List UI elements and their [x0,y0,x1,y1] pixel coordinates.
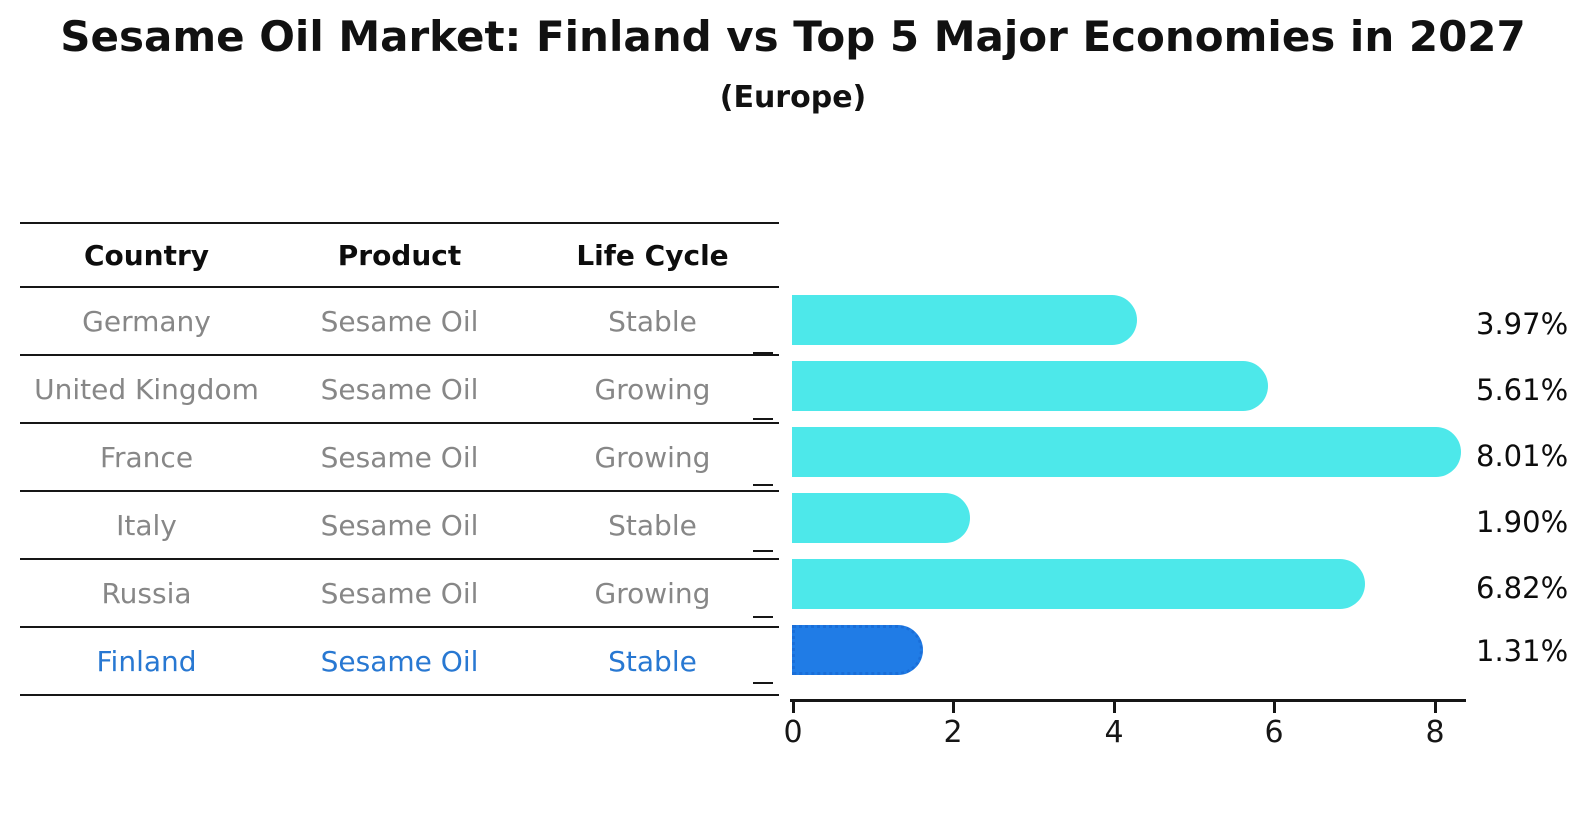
cell-life-cycle: Growing [594,576,711,610]
x-tick-label: 6 [1264,715,1284,750]
column-header-life-cycle: Life Cycle [576,238,729,272]
cell-country: Finland [96,644,197,678]
cell-product: Sesame Oil [320,508,479,542]
x-tick-label: 8 [1425,715,1445,750]
cell-product: Sesame Oil [320,644,479,678]
table-row-france: France Sesame Oil Growing [20,424,779,492]
chart-title: Sesame Oil Market: Finland vs Top 5 Majo… [60,12,1526,61]
bar-germany [792,295,1137,345]
cell-life-cycle: Growing [594,372,711,406]
x-axis-tick [1273,702,1276,713]
cell-country: Italy [116,508,177,542]
cell-life-cycle: Stable [608,304,697,338]
x-tick-label: 4 [1104,715,1124,750]
chart-subtitle: (Europe) [719,80,867,115]
bar-russia [792,559,1365,609]
x-axis-tick [1434,702,1437,713]
country-table: Country Product Life Cycle Germany Sesam… [20,222,779,696]
table-row-finland: Finland Sesame Oil Stable [20,628,779,696]
cell-country: Germany [82,304,211,338]
x-axis-tick [952,702,955,713]
bar-france [792,427,1461,477]
cell-country: United Kingdom [34,372,259,406]
x-tick-label: 2 [943,715,963,750]
table-row-italy: Italy Sesame Oil Stable [20,492,779,560]
cell-life-cycle: Growing [594,440,711,474]
cell-life-cycle: Stable [608,644,697,678]
column-header-country: Country [83,238,210,272]
cell-product: Sesame Oil [320,304,479,338]
y-axis-tick [753,550,773,552]
table-row-united-kingdom: United Kingdom Sesame Oil Growing [20,356,779,424]
cell-product: Sesame Oil [320,440,479,474]
bar-finland [792,625,923,675]
bar-italy [792,493,970,543]
cell-life-cycle: Stable [608,508,697,542]
y-axis-tick [753,286,773,288]
y-axis-tick [753,484,773,486]
y-axis-tick [753,352,773,354]
value-label-italy: 1.90% [1476,505,1569,539]
x-tick-label: 0 [783,715,803,750]
column-header-product: Product [337,238,462,272]
value-label-finland: 1.31% [1476,634,1569,668]
value-label-russia: 6.82% [1476,571,1569,605]
y-axis-tick [753,616,773,618]
cell-product: Sesame Oil [320,576,479,610]
table-header-row: Country Product Life Cycle [20,224,779,288]
value-label-united-kingdom: 5.61% [1476,373,1569,407]
x-axis-line [790,699,1466,702]
bar-united-kingdom [792,361,1268,411]
x-axis-tick [792,702,795,713]
y-axis-tick [753,682,773,684]
value-label-france: 8.01% [1476,439,1569,473]
x-axis-tick [1113,702,1116,713]
table-row-russia: Russia Sesame Oil Growing [20,560,779,628]
cell-product: Sesame Oil [320,372,479,406]
value-label-germany: 3.97% [1476,307,1569,341]
table-row-germany: Germany Sesame Oil Stable [20,288,779,356]
cell-country: Russia [101,576,192,610]
cell-country: France [99,440,194,474]
y-axis-tick [753,418,773,420]
